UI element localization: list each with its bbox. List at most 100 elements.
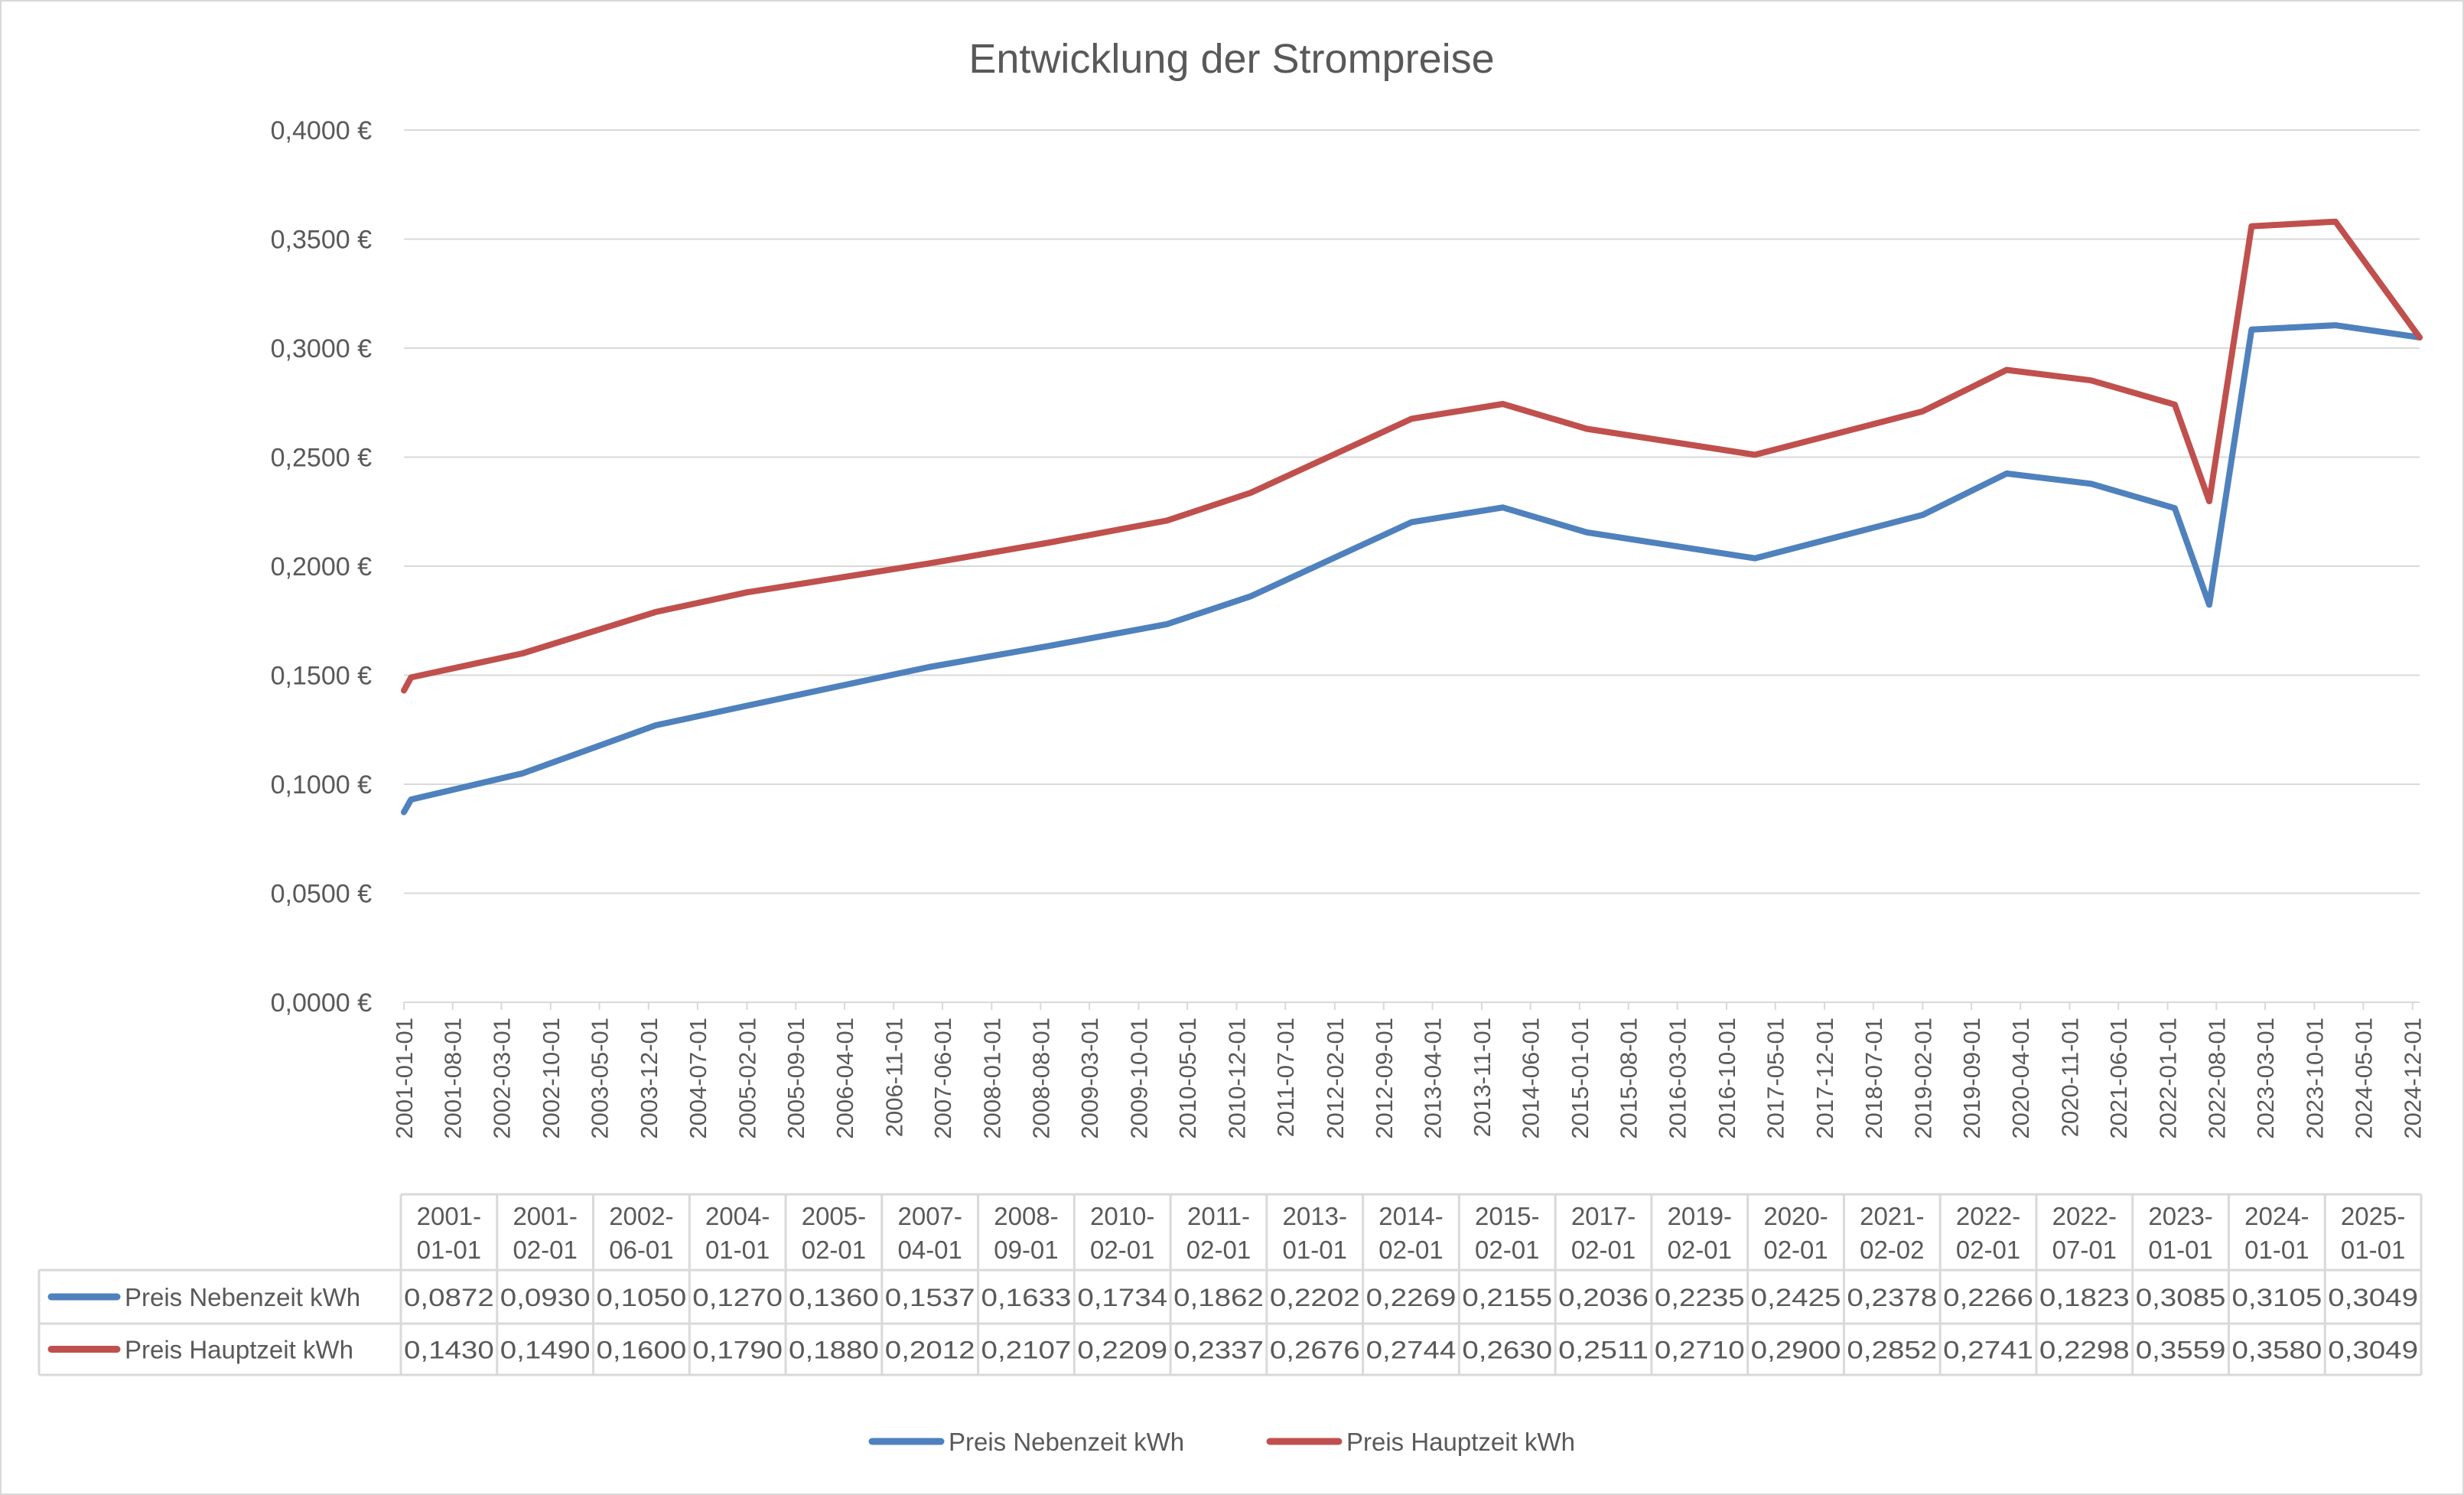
legend-label: Preis Nebenzeit kWh (949, 1428, 1184, 1456)
table-cell: 0,2852 (1847, 1337, 1937, 1364)
table-header-cell: 02-01 (1186, 1236, 1251, 1264)
table-header-cell: 2022- (1956, 1202, 2020, 1230)
table-header-cell: 01-01 (2148, 1236, 2212, 1264)
table-header-cell: 2014- (1378, 1202, 1443, 1230)
x-tick-label: 2006-11-01 (880, 1018, 907, 1137)
table-header-cell: 2019- (1668, 1202, 1732, 1230)
table-cell: 0,1490 (500, 1337, 591, 1364)
table-cell: 0,0872 (404, 1284, 494, 1311)
y-tick-label: 0,3500 € (271, 226, 372, 255)
table-cell: 0,2269 (1366, 1284, 1457, 1311)
table-header-cell: 02-02 (1860, 1236, 1924, 1264)
x-tick-label: 2018-07-01 (1860, 1018, 1887, 1139)
table-cell: 0,2107 (981, 1337, 1072, 1364)
table-header-cell: 2015- (1475, 1202, 1539, 1230)
table-cell: 0,1430 (404, 1337, 494, 1364)
table-header-cell: 01-01 (417, 1236, 481, 1264)
table-header-cell: 2017- (1571, 1202, 1636, 1230)
table-header-cell: 07-01 (2052, 1236, 2117, 1264)
table-cell: 0,3085 (2136, 1284, 2226, 1311)
table-header-cell: 2008- (994, 1202, 1058, 1230)
table-header-cell: 2013- (1283, 1202, 1347, 1230)
table-header-cell: 02-01 (1378, 1236, 1443, 1264)
x-tick-label: 2016-03-01 (1665, 1018, 1691, 1139)
table-header-cell: 2024- (2244, 1202, 2309, 1230)
table-cell: 0,2012 (885, 1337, 975, 1364)
x-tick-label: 2013-04-01 (1420, 1018, 1447, 1139)
x-tick-label: 2021-06-01 (2105, 1018, 2132, 1139)
x-tick-label: 2013-11-01 (1469, 1018, 1496, 1137)
x-tick-label: 2017-05-01 (1763, 1018, 1789, 1139)
x-tick-label: 2005-02-01 (734, 1018, 760, 1139)
y-tick-label: 0,0500 € (271, 880, 372, 909)
table-header-cell: 2020- (1763, 1202, 1828, 1230)
table-header-cell: 2001- (417, 1202, 481, 1230)
table-cell: 0,2378 (1847, 1284, 1937, 1311)
table-header-cell: 02-01 (1956, 1236, 2020, 1264)
x-tick-label: 2009-10-01 (1125, 1018, 1152, 1139)
table-cell: 0,1823 (2039, 1284, 2130, 1311)
x-tick-label: 2022-01-01 (2155, 1018, 2182, 1139)
table-header-cell: 02-01 (1571, 1236, 1636, 1264)
table-header-cell: 02-01 (1763, 1236, 1828, 1264)
x-tick-label: 2023-03-01 (2252, 1018, 2279, 1139)
y-tick-label: 0,1000 € (271, 770, 372, 800)
x-tick-label: 2002-10-01 (538, 1018, 565, 1139)
x-tick-label: 2003-05-01 (587, 1018, 614, 1139)
table-header-cell: 01-01 (1283, 1236, 1347, 1264)
table-cell: 0,2744 (1366, 1337, 1457, 1364)
x-tick-label: 2004-07-01 (685, 1018, 711, 1139)
x-tick-label: 2020-04-01 (2007, 1018, 2034, 1139)
x-tick-label: 2015-08-01 (1616, 1018, 1642, 1139)
x-tick-label: 2009-03-01 (1076, 1018, 1103, 1139)
x-tick-label: 2016-10-01 (1714, 1018, 1740, 1139)
y-tick-label: 0,4000 € (271, 116, 372, 145)
table-cell: 0,2710 (1655, 1337, 1745, 1364)
x-tick-label: 2012-09-01 (1371, 1018, 1398, 1139)
table-cell: 0,2155 (1462, 1284, 1552, 1311)
x-tick-label: 2010-05-01 (1174, 1018, 1201, 1139)
y-tick-label: 0,2500 € (271, 444, 372, 473)
table-cell: 0,2209 (1077, 1337, 1167, 1364)
table-header-cell: 04-01 (897, 1236, 962, 1264)
x-tick-label: 2002-03-01 (488, 1018, 515, 1139)
table-cell: 0,3559 (2136, 1337, 2226, 1364)
table-header-cell: 2022- (2052, 1202, 2117, 1230)
x-tick-label: 2015-01-01 (1567, 1018, 1593, 1139)
table-header-cell: 01-01 (2341, 1236, 2405, 1264)
table-cell: 0,1633 (981, 1284, 1072, 1311)
x-tick-label: 2024-05-01 (2350, 1018, 2377, 1139)
table-header-cell: 2001- (513, 1202, 577, 1230)
x-tick-label: 2001-01-01 (391, 1018, 418, 1139)
table-header-cell: 2005- (802, 1202, 866, 1230)
table-cell: 0,2676 (1270, 1337, 1360, 1364)
table-cell: 0,1050 (597, 1284, 687, 1311)
x-tick-label: 2008-08-01 (1027, 1018, 1054, 1139)
y-tick-label: 0,3000 € (271, 334, 372, 363)
table-header-cell: 09-01 (994, 1236, 1058, 1264)
table-header-cell: 2007- (897, 1202, 962, 1230)
table-cell: 0,1270 (692, 1284, 783, 1311)
table-header-cell: 01-01 (2244, 1236, 2309, 1264)
table-header-cell: 02-01 (513, 1236, 577, 1264)
table-header-cell: 2021- (1860, 1202, 1924, 1230)
y-tick-label: 0,1500 € (271, 662, 372, 691)
table-cell: 0,2425 (1751, 1284, 1841, 1311)
table-header-cell: 02-01 (1475, 1236, 1539, 1264)
table-cell: 0,1734 (1077, 1284, 1167, 1311)
x-tick-label: 2024-12-01 (2400, 1018, 2427, 1139)
y-tick-label: 0,2000 € (271, 552, 372, 581)
table-cell: 0,3580 (2231, 1337, 2322, 1364)
x-tick-label: 2010-12-01 (1223, 1018, 1250, 1139)
x-tick-label: 2017-12-01 (1811, 1018, 1838, 1139)
table-cell: 0,2235 (1655, 1284, 1745, 1311)
x-tick-label: 2007-06-01 (929, 1018, 956, 1139)
table-cell: 0,1360 (789, 1284, 879, 1311)
table-cell: 0,2900 (1751, 1337, 1841, 1364)
table-header-cell: 02-01 (1668, 1236, 1732, 1264)
x-tick-label: 2011-07-01 (1272, 1018, 1299, 1137)
legend-label: Preis Hauptzeit kWh (1346, 1428, 1575, 1456)
x-tick-label: 2006-04-01 (832, 1018, 858, 1139)
table-header-cell: 2023- (2148, 1202, 2212, 1230)
